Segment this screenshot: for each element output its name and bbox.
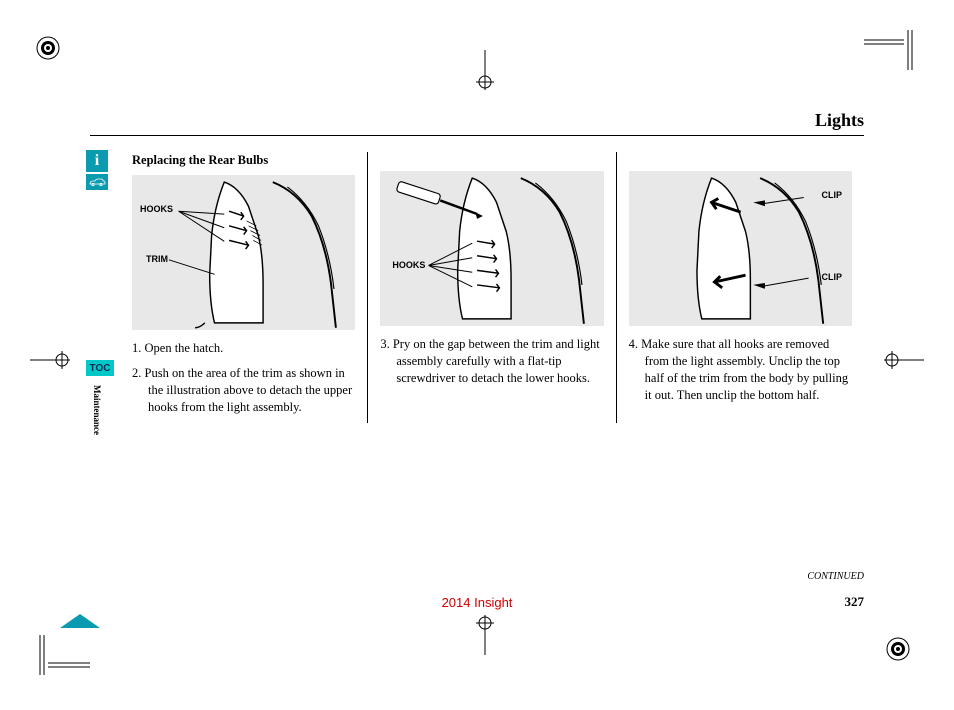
continued-label: CONTINUED (807, 571, 864, 582)
toc-button[interactable]: TOC (86, 360, 114, 376)
nav-icons: i (86, 150, 108, 190)
section-heading: Replacing the Rear Bulbs (132, 152, 355, 169)
page-title: Lights (90, 110, 864, 136)
diagram-2: HOOKS (380, 171, 603, 326)
label-trim: TRIM (146, 253, 168, 265)
label-clip-top: CLIP (821, 189, 842, 201)
column-2: HOOKS Pry on the gap between the trim an… (367, 152, 615, 423)
crop-mark-top (470, 50, 500, 95)
step-4: Make sure that all hooks are removed fro… (629, 336, 852, 404)
label-hooks-1: HOOKS (140, 203, 173, 215)
page-number: 327 (845, 594, 865, 610)
label-clip-bottom: CLIP (821, 271, 842, 283)
maintenance-tab[interactable]: Maintenance (92, 385, 102, 435)
info-icon[interactable]: i (86, 150, 108, 172)
crop-mark-bot (470, 615, 500, 660)
label-hooks-2: HOOKS (392, 259, 425, 271)
car-icon[interactable] (86, 174, 108, 190)
column-3: CLIP CLIP Make sure that all hooks are r… (616, 152, 864, 423)
column-1: Replacing the Rear Bulbs (120, 152, 367, 423)
crop-mark-tl (30, 30, 74, 79)
crop-mark-br (880, 631, 924, 680)
steps-col2: Pry on the gap between the trim and ligh… (380, 336, 603, 387)
model-label: 2014 Insight (442, 595, 513, 610)
steps-col1: Open the hatch. Push on the area of the … (132, 340, 355, 416)
home-label: Home (67, 626, 93, 638)
crop-mark-mr (884, 345, 924, 380)
home-button[interactable]: Home (60, 624, 100, 648)
diagram-1: HOOKS TRIM (132, 175, 355, 330)
diagram-3: CLIP CLIP (629, 171, 852, 326)
step-1: Open the hatch. (132, 340, 355, 357)
page-content: Lights i TOC Maintenance Home Replacing … (90, 110, 864, 610)
crop-mark-ml (30, 345, 70, 380)
step-3: Pry on the gap between the trim and ligh… (380, 336, 603, 387)
step-2: Push on the area of the trim as shown in… (132, 365, 355, 416)
content-columns: Replacing the Rear Bulbs (120, 152, 864, 423)
steps-col3: Make sure that all hooks are removed fro… (629, 336, 852, 404)
crop-mark-tr (864, 30, 924, 75)
